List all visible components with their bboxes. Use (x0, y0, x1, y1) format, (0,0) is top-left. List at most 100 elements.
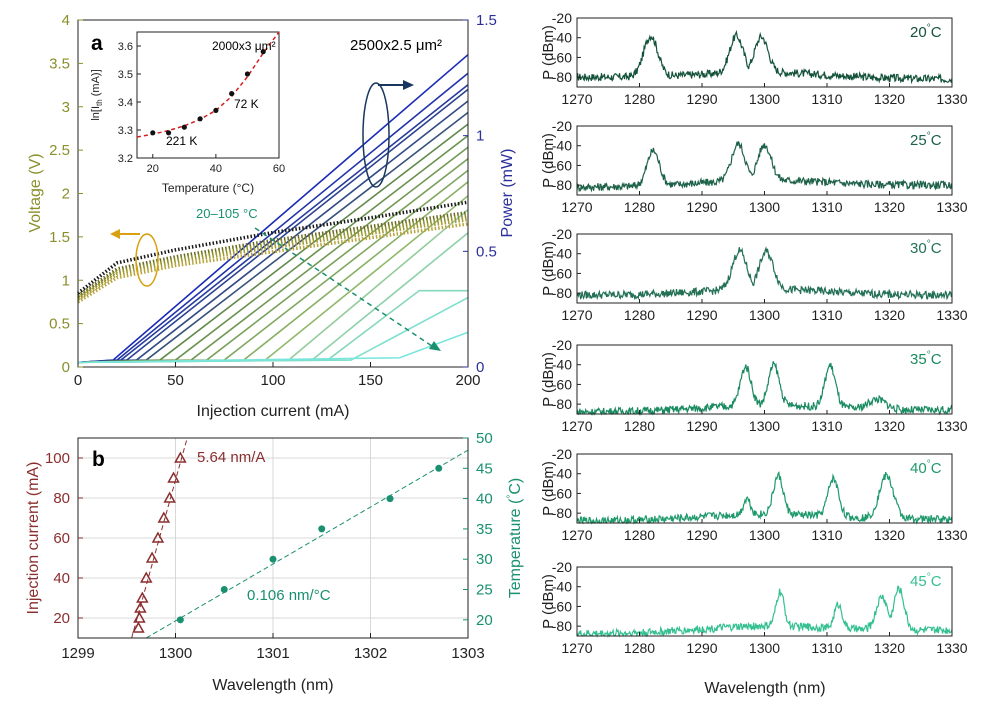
spectrum-x-tick-label: 1310 (811, 418, 842, 434)
temperature-range-label: 20–105 °C (196, 206, 258, 221)
spectrum-y-tick-label: -20 (552, 10, 572, 26)
temperature-fit-line (145, 449, 469, 639)
inset-data-point (197, 116, 203, 122)
inset-data-point (181, 124, 187, 130)
temperature-slope-label: 0.106 nm/°C (247, 587, 331, 604)
spectrum-y-tick-label: -60 (552, 49, 572, 65)
spectrum-x-tick-label: 1270 (561, 640, 592, 656)
panel-a-y-left-tick-label: 0 (62, 359, 70, 376)
spectrum-panel: -20 -40 -60 -80 1270 1280 1290 1300 1310 1320 1330… (540, 337, 968, 434)
spectrum-x-tick-label: 1280 (624, 307, 655, 323)
spectrum-y-tick-label: -40 (552, 579, 572, 595)
spectrum-ylabel: P (dBm) (540, 25, 557, 80)
spectrum-x-tick-label: 1270 (561, 307, 592, 323)
current-data-point (145, 551, 159, 563)
spectrum-y-tick-label: -40 (552, 357, 572, 373)
panel-a-label: a (91, 32, 103, 55)
spectrum-temp-label: 35°C (910, 350, 942, 368)
inset-size-label: 2000x3 μm² (212, 39, 276, 53)
spectrum-ylabel: P (dBm) (540, 352, 557, 407)
panel-b-chart: 1299 1300 1301 1302 1303 20 40 60 80 100 20 25 30 3… (25, 430, 524, 694)
panel-a-x-tick-label: 200 (455, 372, 480, 389)
panel-b-y-right-tick-label: 30 (476, 551, 493, 568)
panel-c-spectra: c -20-40-60-8012701280129013001310132013… (540, 10, 968, 697)
power-arrowhead (403, 80, 414, 90)
spectrum-x-tick-label: 1300 (749, 307, 780, 323)
spectrum-x-tick-label: 1310 (811, 527, 842, 543)
current-data-point (133, 611, 146, 623)
inset-ylabel: ln[Ith (mA)] (90, 69, 104, 120)
voltage-curve (77, 210, 469, 298)
spectrum-x-tick-label: 1290 (686, 418, 717, 434)
voltage-arrowhead (110, 229, 120, 239)
panel-b-y-left-tick-label: 100 (45, 450, 70, 467)
inset-xlabel: Temperature (°C) (162, 181, 254, 195)
spectrum-y-tick-label: -40 (552, 30, 572, 46)
current-data-point (134, 601, 147, 613)
spectrum-x-tick-label: 1320 (874, 640, 905, 656)
spectrum-x-tick-label: 1320 (874, 527, 905, 543)
spectrum-x-tick-label: 1320 (874, 91, 905, 107)
spectrum-line (576, 246, 953, 301)
current-data-point (174, 451, 187, 463)
spectrum-x-tick-label: 1290 (686, 527, 717, 543)
panel-c-xlabel: Wavelength (nm) (704, 680, 825, 697)
panel-b-y-right-tick-label: 50 (476, 430, 493, 447)
panel-b-ylabel-left: Injection current (mA) (25, 462, 42, 615)
spectrum-y-tick-label: -80 (552, 396, 572, 412)
inset-y-tick-label: 3.3 (118, 125, 133, 137)
spectrum-line (576, 29, 953, 85)
inset-data-point (150, 130, 156, 136)
spectrum-line (576, 470, 953, 525)
panel-a-x-tick-label: 50 (167, 372, 184, 389)
panel-a-x-tick-label: 150 (358, 372, 383, 389)
spectrum-ylabel: P (dBm) (540, 133, 557, 188)
spectrum-y-tick-label: -40 (552, 246, 572, 262)
spectrum-x-tick-label: 1270 (561, 199, 592, 215)
inset-y-tick-label: 3.5 (118, 69, 133, 81)
panel-b-x-tick-label: 1299 (61, 645, 94, 662)
panel-a-size-label: 2500x2.5 μm² (350, 37, 442, 54)
spectrum-x-tick-label: 1330 (936, 527, 967, 543)
panel-a-y-left-tick-label: 4 (62, 12, 70, 29)
spectrum-y-tick-label: -40 (552, 466, 572, 482)
temperature-data-point (269, 555, 277, 563)
spectrum-x-tick-label: 1270 (561, 527, 592, 543)
panel-b-x-tick-label: 1300 (159, 645, 192, 662)
inset-data-point (165, 130, 172, 136)
current-data-point (151, 531, 165, 543)
spectrum-panel: -20 -40 -60 -80 1270 1280 1290 1300 1310 1320 1330… (540, 446, 968, 543)
current-data-point (139, 571, 153, 583)
spectrum-background (577, 18, 952, 87)
spectrum-ylabel: P (dBm) (540, 461, 557, 516)
spectrum-x-tick-label: 1300 (749, 418, 780, 434)
spectrum-panel: -20 -40 -60 -80 1270 1280 1290 1300 1310 1320 1330… (540, 226, 968, 323)
panel-b-y-left-tick-label: 20 (53, 610, 70, 627)
inset-x-tick-label: 60 (273, 163, 285, 175)
spectrum-background (577, 345, 952, 414)
spectrum-y-tick-label: -20 (552, 337, 572, 353)
panel-a-y-right-tick-label: 0 (476, 359, 484, 376)
spectrum-x-tick-label: 1330 (936, 640, 967, 656)
temperature-data-point (318, 525, 326, 533)
spectrum-x-tick-label: 1280 (624, 640, 655, 656)
panel-a-xlabel: Injection current (mA) (197, 403, 350, 420)
spectrum-y-tick-label: -20 (552, 559, 572, 575)
temperature-arrowhead (429, 341, 441, 351)
spectrum-x-tick-label: 1280 (624, 527, 655, 543)
spectrum-x-tick-label: 1290 (686, 91, 717, 107)
temperature-data-point (386, 495, 394, 503)
power-ellipse (362, 82, 390, 188)
spectrum-x-tick-label: 1270 (561, 91, 592, 107)
spectrum-panel: -20 -40 -60 -80 1270 1280 1290 1300 1310 1320 1330… (540, 118, 968, 215)
spectrum-x-tick-label: 1290 (686, 199, 717, 215)
spectrum-y-tick-label: -80 (552, 505, 572, 521)
panel-b-y-right-tick-label: 25 (476, 582, 493, 599)
current-data-point (132, 621, 145, 633)
spectrum-x-tick-label: 1310 (811, 307, 842, 323)
temperature-data-point (220, 586, 228, 594)
spectrum-x-tick-label: 1300 (749, 199, 780, 215)
voltage-curve (77, 222, 469, 304)
voltage-curve (76, 200, 469, 295)
